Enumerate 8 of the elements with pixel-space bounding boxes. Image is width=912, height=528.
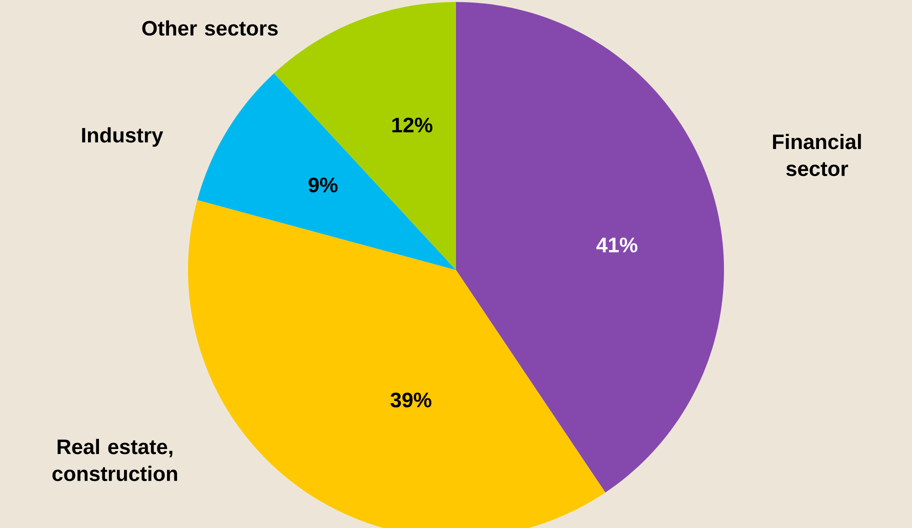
data-label: 41% (596, 238, 638, 252)
slice-label: Other sectors (142, 20, 278, 36)
data-label: 12% (392, 118, 432, 132)
data-label: 9% (308, 178, 338, 192)
slice-label: Real estate, construction (52, 438, 178, 482)
slice-label: Industry (82, 127, 164, 147)
slice-label: Financial sector (773, 134, 861, 176)
data-label: 39% (390, 392, 432, 408)
